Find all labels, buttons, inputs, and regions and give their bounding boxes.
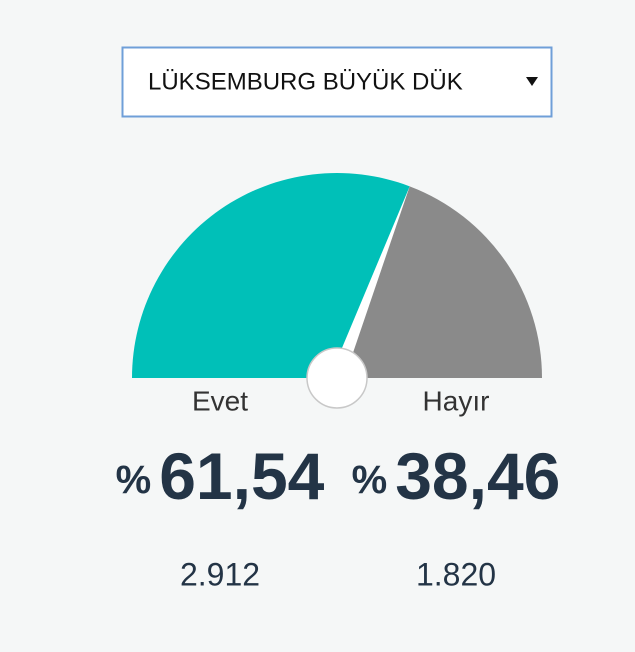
gauge-segment xyxy=(132,172,410,378)
percent-number: 38,46 xyxy=(395,439,560,513)
percent-value: % 38,46 xyxy=(352,439,561,513)
gauge-knob xyxy=(306,347,368,409)
category-label: Hayır xyxy=(423,385,490,416)
gauge-needle xyxy=(330,186,410,381)
dropdown-box[interactable] xyxy=(121,46,553,118)
dropdown[interactable]: LÜKSEMBURG BÜYÜK DÜK xyxy=(121,46,553,118)
percent-sign: % xyxy=(116,458,152,502)
dropdown-arrow[interactable] xyxy=(526,77,538,86)
percent-sign: % xyxy=(352,458,388,502)
vote-count: 2.912 xyxy=(180,556,260,592)
vote-count: 1.820 xyxy=(416,556,496,592)
percent-number: 61,54 xyxy=(159,439,324,513)
category-label: Evet xyxy=(192,385,248,416)
gauge-segment xyxy=(337,186,542,378)
percent-value: % 61,54 xyxy=(116,439,325,513)
dropdown-label[interactable]: LÜKSEMBURG BÜYÜK DÜK xyxy=(148,68,463,95)
